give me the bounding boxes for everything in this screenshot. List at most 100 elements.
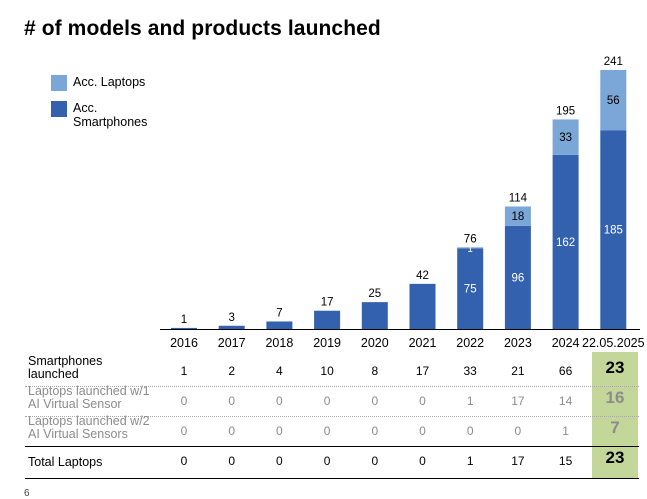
table-cell: 0 [371,394,379,408]
chart-legend: Acc. Laptops Acc. Smartphones [51,75,163,139]
legend-swatch-laptops [51,75,67,91]
bar-smartphones-22.05.2025 [600,130,627,329]
legend-swatch-smartphones [51,101,67,117]
bar-smartphones-2017 [218,325,245,329]
bar-smartphones-2022 [457,248,484,329]
table-cell: 0 [419,394,426,408]
table-cell: 1 [180,364,188,378]
x-tick-2024: 2024 [552,336,580,350]
table-divider [25,386,639,387]
table-cell: 17 [415,364,430,378]
table-cell: 0 [466,424,474,438]
bar-laptops-2023 [504,206,531,226]
table-highlight-cell: 23 [605,358,625,377]
table-highlight-cell: 23 [605,448,625,467]
bar-laptops-2024 [552,119,579,155]
x-tick-22.05.2025: 22.05.2025 [582,336,645,350]
smartphones-value-2024: 162 [556,237,575,249]
bar-smartphones-2018 [266,321,293,329]
table-highlight-cell: 16 [605,388,625,407]
table-divider [25,446,639,447]
x-tick-2023: 2023 [504,336,532,350]
x-tick-2016: 2016 [170,336,198,350]
table-cell: 0 [228,394,236,408]
total-label-2016: 1 [181,314,187,326]
table-row-label: Laptops launched w/1 AI Virtual Sensor [28,384,150,411]
total-label-2022: 76 [464,233,477,245]
legend-item-laptops: Acc. Laptops [51,75,163,91]
table-cell: 2 [228,364,236,378]
bar-smartphones-2024 [552,154,579,329]
table-row-label: Total Laptops [28,455,103,469]
table-cell: 66 [558,364,573,378]
table-cell: 0 [180,394,188,408]
table-cell: 0 [180,424,188,438]
table-cell: 1 [562,424,569,438]
table-cell: 8 [371,364,379,378]
x-tick-2018: 2018 [265,336,293,350]
table-row-label: Smartphones launched [28,354,103,381]
bar-smartphones-2020 [361,302,388,329]
laptops-value-22.05.2025: 56 [607,95,620,107]
bar-smartphones-2023 [504,225,531,329]
table-cell: 0 [228,454,236,468]
total-label-2017: 3 [228,312,234,324]
total-label-2023: 114 [509,192,528,204]
table-cell: 4 [276,364,283,378]
bar-smartphones-2021 [409,283,436,329]
table-cell: 33 [463,364,477,378]
x-tick-2020: 2020 [361,336,389,350]
legend-label-smartphones: Acc. Smartphones [73,101,148,129]
table-cell: 14 [558,394,573,408]
page-title: # of models and products launched [24,17,381,40]
table-cell: 0 [276,454,283,468]
table-highlight-cell: 7 [610,418,620,437]
table-cell: 17 [511,454,525,468]
legend-item-smartphones: Acc. Smartphones [51,101,163,129]
total-label-2021: 42 [416,270,429,282]
smartphones-value-2023: 96 [512,272,525,284]
page-number: 6 [24,488,30,499]
table-row-label: Laptops launched w/2 AI Virtual Sensors [28,414,150,441]
table-cell: 0 [419,454,426,468]
table-cell: 21 [511,364,525,378]
table-cell: 10 [320,364,334,378]
bar-laptops-22.05.2025 [600,70,627,131]
x-tick-2021: 2021 [409,336,437,350]
table-cell: 0 [276,394,283,408]
laptops-value-2022: 1 [467,244,473,255]
bar-smartphones-2019 [314,310,341,329]
smartphones-value-2022: 75 [464,284,477,296]
table-cell: 15 [558,454,573,468]
table-cell: 0 [323,424,331,438]
table-cell: 0 [276,424,283,438]
table-cell: 17 [511,394,525,408]
table-cell: 0 [371,424,379,438]
table-cell: 0 [228,424,236,438]
table-cell: 0 [323,394,331,408]
total-label-2018: 7 [276,307,282,319]
laptops-value-2024: 33 [559,132,572,144]
table-cell: 1 [466,394,474,408]
x-tick-2022: 2022 [456,336,484,350]
legend-label-laptops: Acc. Laptops [73,75,146,89]
table-cell: 0 [514,424,522,438]
table-cell: 0 [371,454,379,468]
laptops-value-2023: 18 [512,211,525,223]
table-cell: 0 [180,454,188,468]
smartphones-value-22.05.2025: 185 [604,225,623,237]
total-label-2024: 195 [556,105,575,117]
table-divider [25,416,639,417]
total-label-2019: 17 [321,297,334,309]
total-label-22.05.2025: 241 [604,56,623,68]
bar-smartphones-2016 [171,327,197,329]
stacked-bar-chart: 1 2016 3 2017 7 2018 17 2019 25 2020 42 2021 76 75 1 20… [160,56,645,350]
table-cell: 1 [466,454,474,468]
total-label-2020: 25 [368,288,381,300]
bar-laptops-2022 [457,247,484,249]
table-cell: 0 [419,424,426,438]
table-divider [25,478,639,479]
table-cell: 0 [323,454,331,468]
highlight-column [592,352,638,478]
x-tick-2019: 2019 [313,336,341,350]
